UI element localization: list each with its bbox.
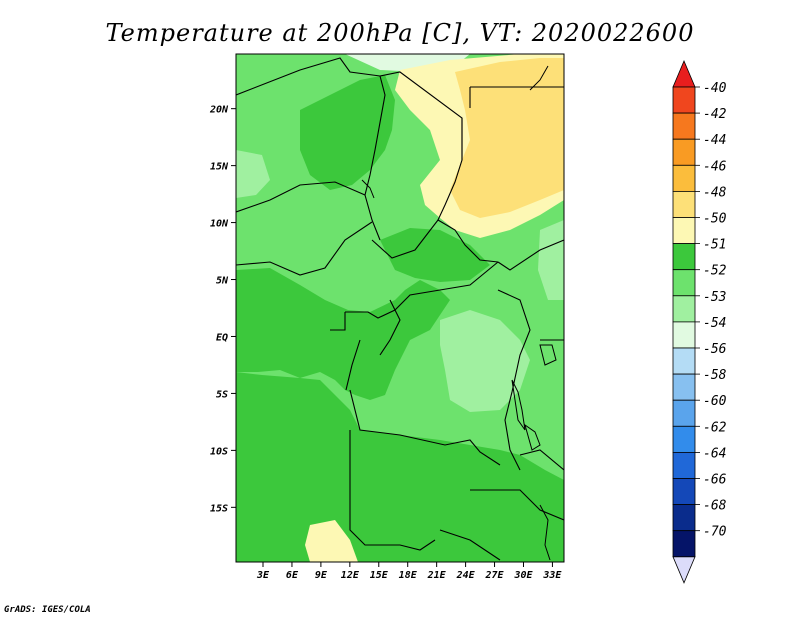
lakes [361,179,557,561]
colorbar-box [672,243,696,271]
y-tick-label: 15S [210,503,228,514]
colorbar-box [672,295,696,323]
colorbar-label: -64 [703,446,726,461]
x-tick-label: 21E [427,570,447,581]
x-tick-label: 30E [513,570,533,581]
colorbar-box [672,190,696,218]
colorbar-box [672,478,696,506]
colorbar-box [672,86,696,114]
map-panel [235,53,565,563]
colorbar-label: -54 [703,316,726,331]
colorbar-label: -58 [703,368,727,383]
x-tick-label: 33E [542,570,562,581]
level-54-region [236,150,270,198]
x-tick-label: 12E [341,570,360,581]
colorbar-label: -40 [703,81,727,96]
country-borders [236,57,564,561]
colorbar-box [672,530,696,558]
colorbar: -40 -42 -44 -46 -48 -50 -51 -52 -53 -54 -56 -58 -60 -… [672,59,727,584]
x-tick-label: 24E [456,570,476,581]
colorbar-box [672,321,696,349]
colorbar-label: -53 [703,290,726,305]
level-52-region [300,75,395,190]
colorbar-box [672,451,696,479]
level-52-region [236,268,450,400]
map-frame [235,53,565,563]
colorbar-box [672,425,696,453]
colorbar-box [672,373,696,401]
colorbar-box [672,217,696,245]
colorbar-label: -52 [703,264,727,279]
y-tick-label: 10N [210,219,229,230]
colorbar-label: -44 [703,133,726,148]
colorbar-top-arrow [672,59,696,88]
level-52-region [236,372,564,562]
y-tick-label: 15N [210,162,229,173]
x-tick-label: 27E [485,570,505,581]
y-axis: 20N 15N 10N 5N EQ 5S 10S 15S [209,105,236,514]
colorbar-label: -46 [703,159,727,174]
level-54-region [538,220,564,300]
y-tick-label: 20N [209,105,229,116]
y-tick-label: 5S [216,389,228,400]
x-axis: 3E 6E 9E 12E 15E 18E 21E 24E 27E 30E 33E [256,562,562,581]
colorbar-label: -50 [703,212,727,227]
x-tick-label: 9E [315,570,328,581]
level-50-region [450,58,564,218]
y-tick-label: EQ [216,332,228,343]
colorbar-label: -70 [703,525,727,540]
x-tick-label: 6E [286,570,299,581]
x-tick-label: 15E [370,570,389,581]
chart-title: Temperature at 200hPa [C], VT: 202002260… [106,19,695,47]
colorbar-box [672,138,696,166]
colorbar-label: -48 [703,185,727,200]
colorbar-label: -56 [703,342,727,357]
colorbar-label: -62 [703,420,727,435]
credit-text: GrADS: IGES/COLA [4,605,91,615]
colorbar-label: -42 [703,107,727,122]
colorbar-box [672,269,696,297]
colorbar-box [672,399,696,427]
colorbar-label: -68 [703,499,727,514]
x-tick-label: 3E [256,570,270,581]
y-tick-label: 5N [216,276,229,287]
colorbar-label: -51 [703,238,726,253]
colorbar-label: -60 [703,394,727,409]
colorbar-label: -66 [703,473,727,488]
colorbar-bottom-arrow [672,556,696,584]
colorbar-box [672,112,696,140]
coastline [529,65,549,91]
level-54-region [440,310,530,412]
level-51-region [305,520,358,562]
colorbar-box [672,164,696,192]
y-tick-label: 10S [210,446,228,457]
x-tick-label: 18E [399,570,418,581]
colorbar-box [672,347,696,375]
colorbar-box [672,504,696,532]
